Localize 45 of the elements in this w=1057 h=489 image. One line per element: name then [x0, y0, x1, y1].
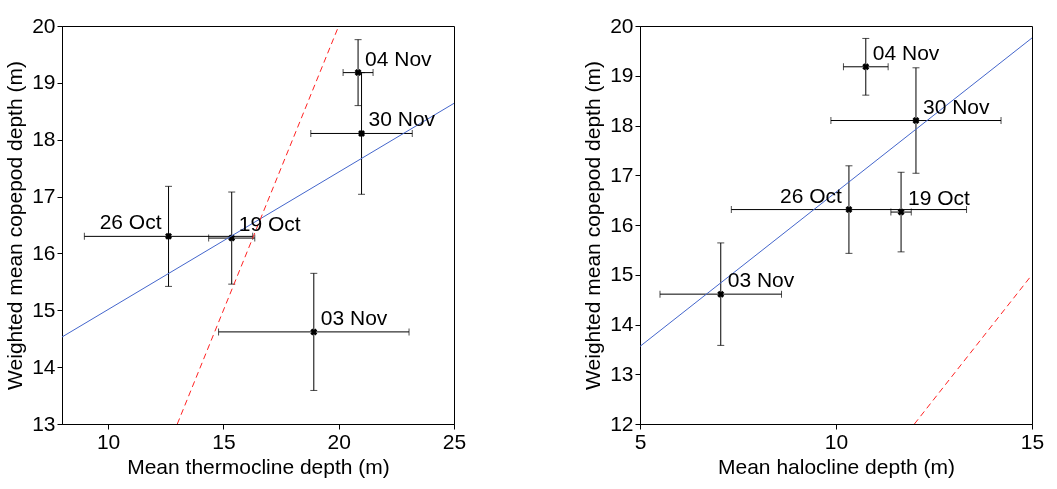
annotation: 26 Oct [99, 210, 162, 234]
point [897, 208, 905, 216]
annotation: 26 Oct [780, 183, 843, 207]
y-tick-label: 20 [610, 13, 634, 37]
annotation: 03 Nov [320, 305, 388, 329]
y-tick-label: 17 [610, 162, 634, 186]
y-tick-label: 15 [610, 262, 634, 286]
y-tick-label: 20 [32, 13, 56, 37]
y-tick-label: 16 [32, 240, 56, 264]
annotation: 04 Nov [872, 40, 940, 64]
x-tick-label: 10 [824, 429, 849, 453]
annotation: 04 Nov [365, 46, 433, 70]
x-tick-label: 10 [96, 429, 121, 453]
y-axis-title: Weighted mean copepod depth (m) [581, 61, 605, 390]
x-tick-label: 20 [327, 429, 351, 453]
y-tick-label: 13 [610, 361, 634, 385]
y-tick-label: 13 [32, 411, 56, 435]
x-tick-label: 15 [212, 429, 236, 453]
y-tick-label: 16 [610, 212, 634, 236]
x-tick-label: 15 [1020, 429, 1045, 453]
y-tick-label: 18 [610, 113, 634, 136]
point [845, 206, 853, 214]
x-tick-label: 5 [634, 429, 647, 453]
point [862, 63, 870, 71]
point [912, 117, 920, 125]
point [165, 232, 173, 240]
y-tick-label: 18 [32, 127, 56, 151]
y-tick-label: 19 [610, 63, 634, 87]
y-tick-label: 17 [32, 184, 56, 208]
x-axis-title: Mean halocline depth (m) [718, 454, 955, 478]
point [717, 290, 725, 298]
x-tick-label: 25 [442, 429, 467, 453]
point [354, 69, 362, 77]
y-tick-label: 19 [32, 70, 56, 94]
point [358, 129, 366, 137]
y-tick-label: 15 [32, 297, 56, 321]
y-axis-title: Weighted mean copepod depth (m) [3, 61, 27, 390]
annotation: 30 Nov [922, 94, 991, 118]
x-axis-title: Mean thermocline depth (m) [127, 454, 390, 478]
y-tick-label: 14 [32, 354, 56, 378]
annotation: 03 Nov [727, 268, 795, 292]
point [310, 328, 318, 336]
y-tick-label: 14 [610, 312, 634, 335]
annotation: 19 Oct [908, 186, 971, 210]
y-tick-label: 12 [610, 411, 634, 435]
